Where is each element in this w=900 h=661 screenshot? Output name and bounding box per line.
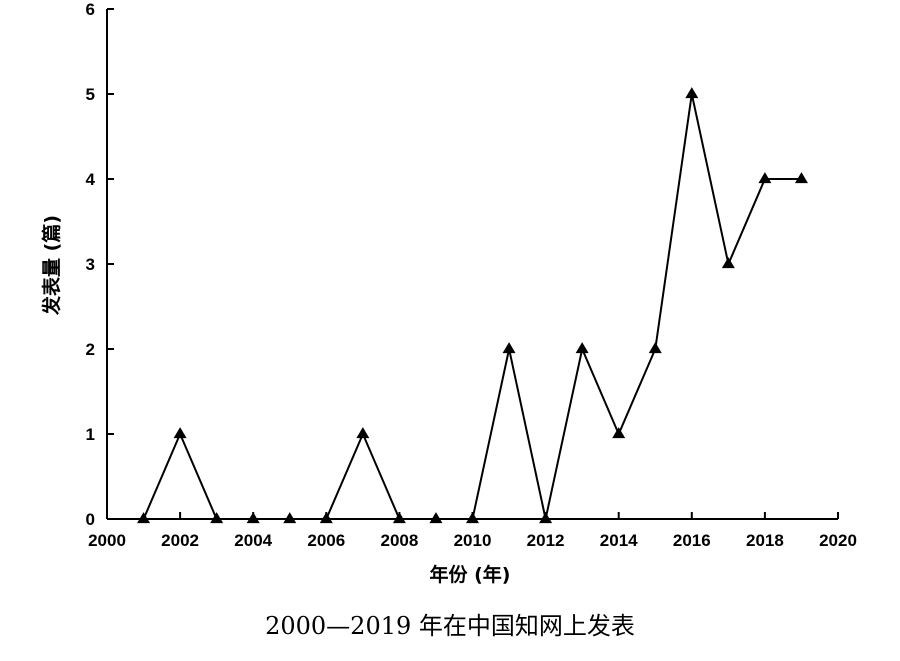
x-tick-label: 2002 [161, 531, 199, 550]
y-tick-label: 2 [86, 340, 95, 359]
data-point-marker [502, 342, 516, 354]
x-axis-title: 年份 (年) [430, 563, 511, 586]
data-point-marker [575, 342, 589, 354]
x-tick-label: 2014 [600, 531, 638, 550]
data-point-marker [392, 512, 406, 524]
data-point-marker [173, 427, 187, 439]
x-tick-label: 2012 [527, 531, 565, 550]
y-tick-label: 5 [86, 85, 95, 104]
x-tick-label: 2004 [234, 531, 272, 550]
x-tick-label: 2016 [673, 531, 711, 550]
data-point-marker [356, 427, 370, 439]
data-point-marker [429, 512, 443, 524]
y-tick-label: 1 [86, 425, 95, 444]
y-tick-label: 3 [86, 255, 95, 274]
data-point-marker [319, 512, 333, 524]
x-tick-label: 2020 [819, 531, 857, 550]
data-point-marker [210, 512, 224, 524]
figure-caption: 2000—2019 年在中国知网上发表 [265, 612, 635, 640]
x-tick-label: 2010 [454, 531, 492, 550]
y-tick-label: 6 [86, 0, 95, 19]
data-point-marker [648, 342, 662, 354]
data-point-marker [685, 87, 699, 99]
x-tick-label: 2000 [88, 531, 126, 550]
x-tick-label: 2006 [307, 531, 345, 550]
x-tick-label: 2008 [380, 531, 418, 550]
axes: 2000 2002 2004 2006 2008 2010 2012 2014 2016 2018… [86, 0, 857, 550]
y-tick-label: 0 [86, 510, 95, 529]
series-line [142, 93, 802, 520]
data-point-marker [137, 512, 151, 524]
line-chart: 2000 2002 2004 2006 2008 2010 2012 2014 2016 2018… [40, 0, 857, 586]
chart-marks [137, 87, 808, 524]
data-point-marker [794, 172, 808, 184]
y-tick-label: 4 [86, 170, 96, 189]
data-point-marker [283, 512, 297, 524]
data-point-marker [758, 172, 772, 184]
data-point-marker [612, 427, 626, 439]
data-point-marker [539, 512, 553, 524]
y-axis-title: 发表量 (篇) [40, 215, 63, 316]
data-point-marker [466, 512, 479, 524]
x-tick-label: 2018 [746, 531, 784, 550]
data-point-marker [246, 512, 260, 524]
data-point-marker [721, 257, 735, 269]
